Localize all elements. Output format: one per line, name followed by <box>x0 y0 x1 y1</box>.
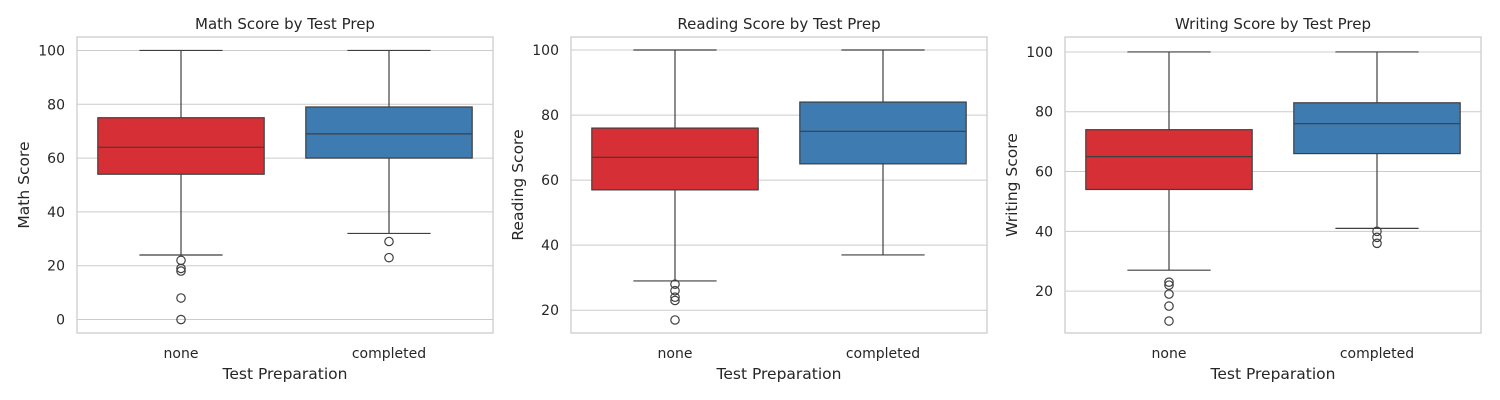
y-tick-label: 60 <box>541 173 559 189</box>
chart-title: Reading Score by Test Prep <box>677 15 880 33</box>
y-tick-label: 40 <box>541 238 559 254</box>
chart-panel-2: 20 40 60 80 100 none completed Reading Score by… <box>509 15 988 383</box>
iqr-box <box>799 101 967 165</box>
y-tick-label: 100 <box>1026 45 1053 61</box>
box-none <box>591 49 759 325</box>
y-axis-label: Writing Score <box>1003 133 1021 237</box>
y-tick-label: 100 <box>38 43 65 59</box>
y-tick-label: 60 <box>1035 165 1053 181</box>
iqr-box <box>1085 129 1253 191</box>
outlier-point <box>176 266 186 276</box>
y-tick-label: 80 <box>1035 105 1053 121</box>
iqr-box <box>97 117 265 175</box>
outlier-point <box>176 255 186 266</box>
x-axis-label: Test Preparation <box>1210 365 1336 383</box>
y-tick-label: 40 <box>1035 224 1053 240</box>
y-tick-label: 60 <box>47 151 65 167</box>
y-tick-label: 20 <box>1035 284 1053 300</box>
outlier-point <box>1164 289 1174 299</box>
x-tick-label: completed <box>846 346 920 362</box>
y-axis-label: Reading Score <box>509 129 527 240</box>
y-tick-label: 20 <box>541 303 559 319</box>
chart-panel-1: 0 20 40 60 80 100 none completed Math Score by T… <box>15 15 494 383</box>
x-tick-label: none <box>164 346 199 362</box>
x-tick-label: none <box>1152 346 1187 362</box>
outlier-point <box>384 236 394 247</box>
y-tick-label: 40 <box>47 205 65 221</box>
outlier-point <box>670 292 680 303</box>
y-tick-label: 100 <box>532 43 559 59</box>
box-none <box>97 49 265 325</box>
x-tick-label: completed <box>1340 346 1414 362</box>
y-tick-label: 20 <box>47 259 65 275</box>
y-tick-label: 0 <box>56 313 65 329</box>
outlier-point <box>1164 301 1174 311</box>
outlier-point <box>1372 232 1382 243</box>
outlier-point <box>1372 226 1382 237</box>
x-tick-label: none <box>658 346 693 362</box>
x-axis-label: Test Preparation <box>222 365 348 383</box>
outlier-point <box>670 295 680 306</box>
y-axis-label: Math Score <box>15 141 33 228</box>
box-none <box>1085 51 1253 326</box>
box-completed <box>305 49 473 263</box>
outlier-point <box>1164 277 1174 287</box>
box-completed <box>1293 51 1461 249</box>
iqr-box <box>591 127 759 191</box>
outlier-point <box>1372 238 1382 249</box>
iqr-box <box>305 106 473 159</box>
chart-title: Writing Score by Test Prep <box>1175 15 1371 33</box>
outlier-point <box>176 263 186 274</box>
chart-title: Math Score by Test Prep <box>195 15 375 33</box>
plot-frame <box>76 36 494 334</box>
y-tick-label: 80 <box>541 108 559 124</box>
box-completed <box>799 49 967 256</box>
plot-frame <box>570 36 988 334</box>
outlier-point <box>670 279 680 290</box>
outlier-point <box>384 252 394 263</box>
outlier-point <box>1164 316 1174 326</box>
chart-panel-3: 20 40 60 80 100 none completed Writing Score by… <box>1003 15 1482 383</box>
x-tick-label: completed <box>352 346 426 362</box>
x-axis-label: Test Preparation <box>716 365 842 383</box>
outlier-point <box>670 285 680 296</box>
outlier-point <box>176 293 186 303</box>
iqr-box <box>1293 102 1461 155</box>
y-tick-label: 80 <box>47 97 65 113</box>
outlier-point <box>176 314 186 325</box>
plot-frame <box>1064 36 1482 334</box>
outlier-point <box>670 315 680 325</box>
